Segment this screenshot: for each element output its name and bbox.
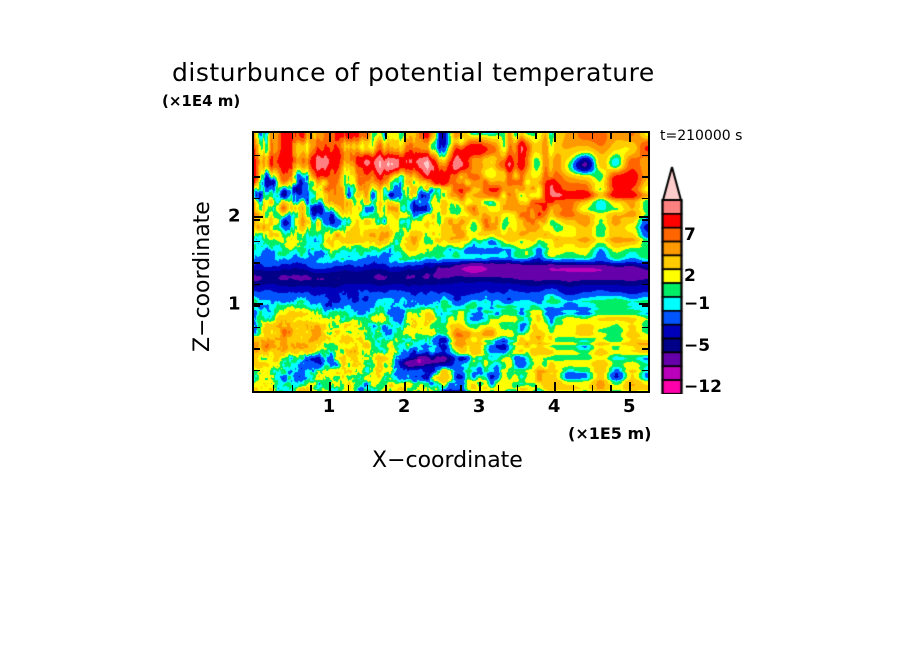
y-tick-label: 2 <box>228 205 241 227</box>
y-minor-tick <box>254 262 260 264</box>
x-tick-label: 4 <box>547 396 561 417</box>
x-minor-tick-top <box>272 133 275 139</box>
x-minor-tick <box>441 385 444 391</box>
x-minor-tick-top <box>572 133 575 139</box>
title-units-label: (×1E4 m) <box>162 92 241 110</box>
x-minor-tick <box>535 385 537 391</box>
x-minor-tick-top <box>610 133 612 139</box>
x-minor-tick-top <box>310 133 312 139</box>
x-tick-label: 3 <box>472 396 486 417</box>
y-minor-tick-right <box>642 262 648 264</box>
y-major-tick <box>254 303 263 306</box>
y-minor-tick <box>254 305 260 307</box>
colorbar <box>660 166 684 394</box>
y-minor-tick-right <box>642 305 648 307</box>
time-annotation: t=210000 s <box>660 128 743 144</box>
x-major-tick <box>328 382 331 391</box>
y-minor-tick-right <box>642 219 648 221</box>
colorbar-tick-label: 2 <box>684 266 696 287</box>
x-minor-tick-top <box>291 133 294 139</box>
y-minor-tick <box>254 219 260 221</box>
y-tick-label: 1 <box>228 293 241 315</box>
x-major-tick-top <box>478 133 481 142</box>
x-major-tick <box>628 382 631 391</box>
colorbar-tick-label: −5 <box>684 335 711 356</box>
y-minor-tick-right <box>642 240 648 242</box>
x-major-tick-top <box>328 133 331 142</box>
x-major-tick-top <box>628 133 631 142</box>
x-minor-tick-top <box>347 133 350 139</box>
y-minor-tick <box>254 326 260 328</box>
x-minor-tick <box>366 385 369 391</box>
x-minor-tick-top <box>591 133 594 139</box>
page-title: disturbunce of potential temperature <box>172 58 655 87</box>
contour-field <box>254 133 648 391</box>
colorbar-tick-label: −1 <box>684 293 711 314</box>
x-minor-tick <box>291 385 294 391</box>
x-minor-tick <box>591 385 594 391</box>
y-minor-tick <box>254 369 260 371</box>
x-major-tick-top <box>403 133 406 142</box>
y-axis-title: Z−coordinate <box>190 201 215 352</box>
x-minor-tick <box>347 385 350 391</box>
y-minor-tick <box>254 283 260 285</box>
x-minor-tick-top <box>460 133 462 139</box>
x-minor-tick <box>572 385 575 391</box>
x-minor-tick-top <box>497 133 500 139</box>
x-tick-label: 1 <box>322 396 336 417</box>
x-tick-label: 2 <box>397 396 411 417</box>
x-axis-title: X−coordinate <box>372 448 523 473</box>
x-major-tick <box>403 382 406 391</box>
y-minor-tick <box>254 154 260 156</box>
x-minor-tick-top <box>535 133 537 139</box>
x-minor-tick <box>460 385 462 391</box>
y-minor-tick <box>254 176 260 178</box>
y-minor-tick-right <box>642 197 648 199</box>
y-minor-tick-right <box>642 154 648 156</box>
x-minor-tick <box>497 385 500 391</box>
x-minor-tick-top <box>441 133 444 139</box>
x-minor-tick <box>272 385 275 391</box>
x-tick-label: 5 <box>622 396 636 417</box>
x-minor-tick <box>422 385 425 391</box>
x-minor-tick <box>610 385 612 391</box>
y-minor-tick-right <box>642 176 648 178</box>
x-major-tick-top <box>553 133 556 142</box>
x-minor-tick <box>516 385 519 391</box>
y-minor-tick <box>254 348 260 350</box>
contour-plot-area <box>252 131 650 393</box>
x-minor-tick-top <box>366 133 369 139</box>
y-minor-tick <box>254 240 260 242</box>
y-major-tick <box>254 215 263 218</box>
y-major-tick-right <box>639 215 648 218</box>
colorbar-swatches <box>660 166 684 394</box>
x-minor-tick <box>310 385 312 391</box>
y-minor-tick-right <box>642 283 648 285</box>
x-minor-tick-top <box>422 133 425 139</box>
x-axis-units-label: (×1E5 m) <box>568 424 652 443</box>
x-minor-tick <box>385 385 387 391</box>
colorbar-tick-label: 7 <box>684 224 696 245</box>
y-minor-tick-right <box>642 348 648 350</box>
y-minor-tick-right <box>642 326 648 328</box>
x-major-tick <box>478 382 481 391</box>
x-minor-tick-top <box>385 133 387 139</box>
x-minor-tick-top <box>516 133 519 139</box>
y-major-tick-right <box>639 303 648 306</box>
y-minor-tick-right <box>642 369 648 371</box>
y-minor-tick <box>254 197 260 199</box>
colorbar-tick-label: −12 <box>684 377 722 398</box>
x-major-tick <box>553 382 556 391</box>
